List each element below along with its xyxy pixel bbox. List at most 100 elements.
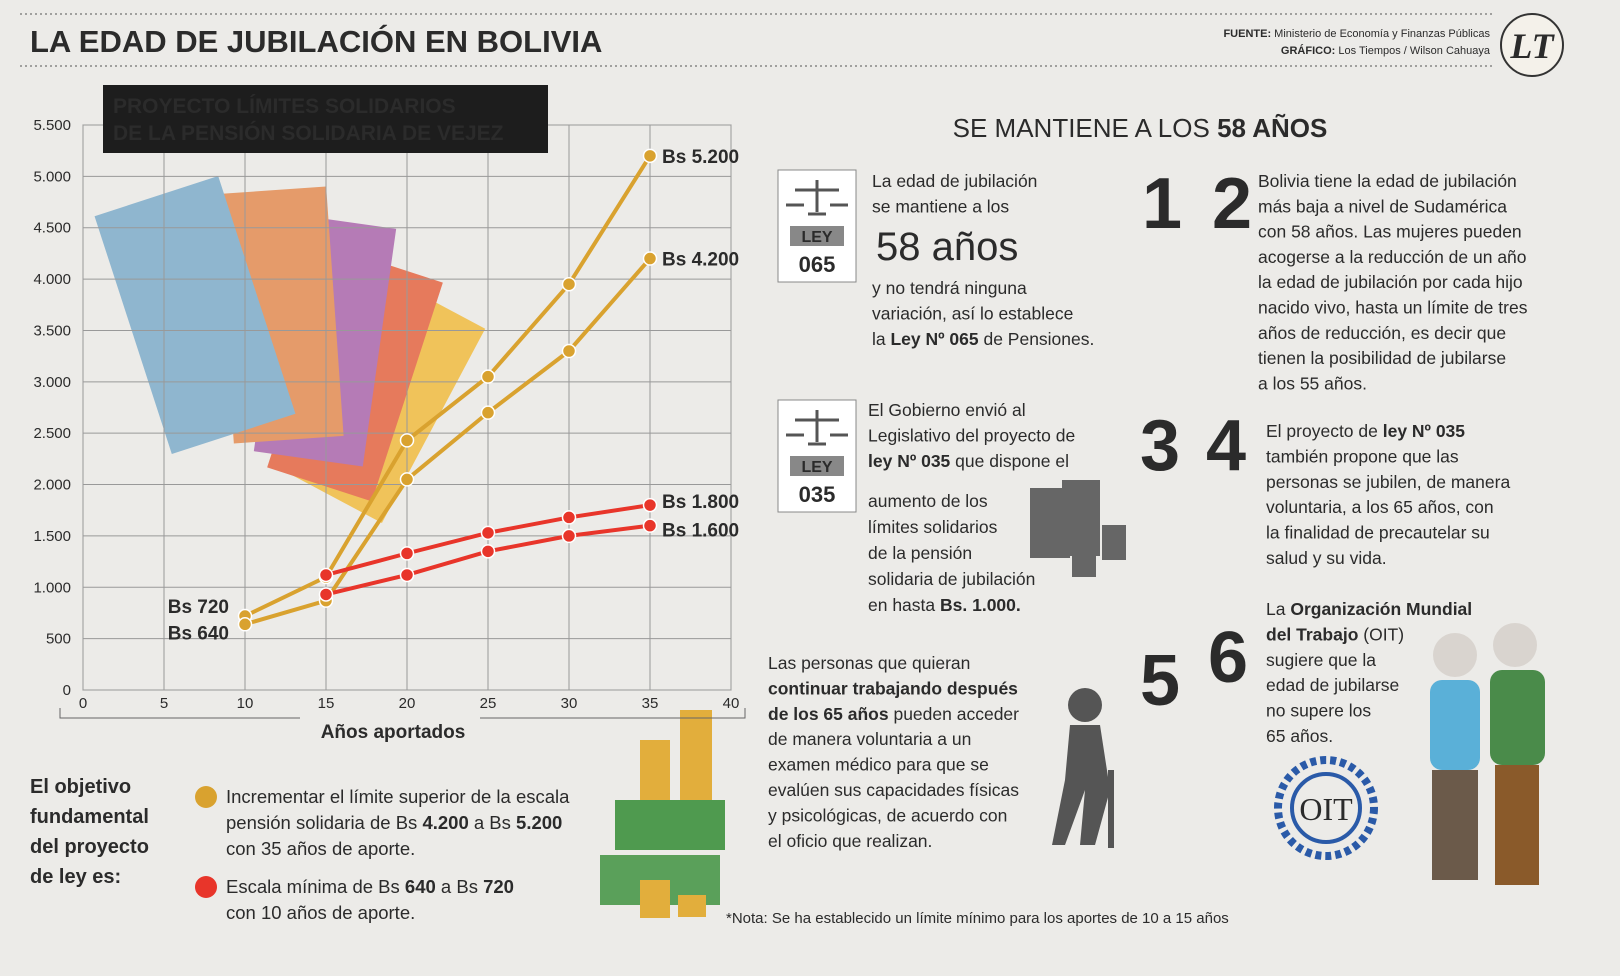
text-span: más baja a nivel de Sudamérica — [1258, 196, 1507, 216]
text-span: 65 años. — [1266, 726, 1333, 746]
text-line: de ley es: — [30, 866, 121, 888]
text-span: pensión solidaria de Bs — [226, 812, 422, 833]
page: { "header": { "title": "LA EDAD DE JUBIL… — [0, 0, 1620, 976]
y-tick-label: 5.500 — [33, 117, 71, 134]
text-span: El proyecto de — [1266, 421, 1383, 441]
y-tick-label: 2.500 — [33, 425, 71, 442]
text-span: de ley es: — [30, 866, 121, 888]
text-span: DE LA PENSIÓN SOLIDARIA DE VEJEZ — [113, 121, 504, 145]
text-span: solidaria de jubilación — [868, 569, 1035, 589]
text-line: límites solidarios — [868, 517, 998, 537]
value-label: Bs 4.200 — [662, 250, 739, 271]
torso — [1490, 670, 1545, 765]
text-line: sugiere que la — [1266, 650, 1376, 670]
text-line: la Ley Nº 065 de Pensiones. — [872, 329, 1094, 349]
x-tick-label: 10 — [237, 695, 254, 712]
text-line: del Trabajo (OIT) — [1266, 624, 1404, 644]
text-line: Legislativo del proyecto de — [868, 426, 1075, 446]
text-line: La Organización Mundial — [1266, 599, 1472, 619]
text-span: 5.200 — [516, 812, 562, 833]
data-point — [482, 406, 495, 419]
head — [1068, 688, 1102, 722]
text-span: 4.200 — [422, 812, 468, 833]
text-span: nacido vivo, hasta un límite de tres — [1258, 298, 1528, 318]
logo-text: LT — [1509, 26, 1555, 66]
text-span: y no tendrá ninguna — [872, 278, 1027, 298]
data-point — [644, 499, 657, 512]
text-span: del proyecto — [30, 836, 149, 858]
text-line: La edad de jubilación — [872, 171, 1037, 191]
text-span: se mantiene a los — [872, 197, 1009, 217]
value-label: Bs 720 — [168, 597, 229, 618]
text-line: Las personas que quieran — [768, 653, 970, 673]
text-span: 58 AÑOS — [1217, 113, 1327, 143]
text-span: El objetivo — [30, 776, 131, 798]
data-point — [644, 252, 657, 265]
text-span: en hasta — [868, 595, 940, 615]
text-span: de manera voluntaria a un — [768, 729, 971, 749]
text-line: variación, así lo establece — [872, 304, 1073, 324]
text-span: tienen la posibilidad de jubilarse — [1258, 348, 1506, 368]
text-line: GRÁFICO: Los Tiempos / Wilson Cahuaya — [1281, 44, 1491, 57]
text-span: Escala mínima de Bs — [226, 876, 405, 897]
x-tick-label: 15 — [318, 695, 335, 712]
text-line: salud y su vida. — [1266, 548, 1387, 568]
text-span: Bs. 1.000. — [940, 595, 1021, 615]
page-title: LA EDAD DE JUBILACIÓN EN BOLIVIA — [30, 23, 602, 59]
text-line: la edad de jubilación por cada hijo — [1258, 272, 1523, 292]
text-span: GRÁFICO: — [1281, 44, 1335, 57]
text-span: no supere los — [1266, 701, 1371, 721]
text-line: examen médico para que se — [768, 755, 989, 775]
text-span: el oficio que realizan. — [768, 831, 932, 851]
law-number: 065 — [799, 252, 836, 277]
x-tick-label: 30 — [561, 695, 578, 712]
legs — [1495, 765, 1539, 885]
step-number: 5 — [1140, 641, 1180, 721]
x-tick-label: 40 — [723, 695, 740, 712]
x-tick-label: 35 — [642, 695, 659, 712]
torso — [1430, 680, 1480, 770]
text-span: con 35 años de aporte. — [226, 838, 415, 859]
data-point — [239, 618, 252, 631]
text-span: con 58 años. Las mujeres pueden — [1258, 222, 1522, 242]
text-line: con 10 años de aporte. — [226, 902, 415, 923]
text-line: el oficio que realizan. — [768, 831, 932, 851]
y-tick-label: 0 — [63, 682, 71, 699]
text-span: personas se jubilen, de manera — [1266, 472, 1510, 492]
legend-swatch — [195, 786, 217, 808]
y-tick-label: 1.500 — [33, 528, 71, 545]
legend-swatch — [195, 876, 217, 898]
x-tick-label: 25 — [480, 695, 497, 712]
text-span: a Bs — [436, 876, 483, 897]
text-span: 640 — [405, 876, 436, 897]
y-tick-label: 500 — [46, 631, 71, 648]
data-point — [563, 278, 576, 291]
text-line: años de reducción, es decir que — [1258, 323, 1506, 343]
text-span: de la pensión — [868, 543, 972, 563]
step-number: 1 — [1142, 164, 1182, 244]
step-number: 6 — [1208, 618, 1248, 698]
oit-text: OIT — [1299, 791, 1353, 827]
highlight: 58 años — [876, 225, 1018, 269]
text-line: ley Nº 035 que dispone el — [868, 451, 1069, 471]
step-number: 4 — [1206, 406, 1246, 486]
text-line: 65 años. — [1266, 726, 1333, 746]
text-span: límites solidarios — [868, 517, 998, 537]
law-label: LEY — [801, 229, 832, 246]
y-tick-label: 3.500 — [33, 322, 71, 339]
text-line: del proyecto — [30, 836, 149, 858]
head — [1433, 633, 1477, 677]
stack — [1102, 525, 1126, 560]
text-line: El objetivo — [30, 776, 131, 798]
text-span: y psicológicas, de acuerdo con — [768, 805, 1007, 825]
text-span: evalúen sus capacidades físicas — [768, 780, 1019, 800]
text-line: El proyecto de ley Nº 035 — [1266, 421, 1465, 441]
text-line: acogerse a la reducción de un año — [1258, 247, 1527, 267]
text-span: variación, así lo establece — [872, 304, 1073, 324]
note: *Nota: Se ha establecido un límite mínim… — [726, 910, 1229, 927]
text-line: edad de jubilarse — [1266, 675, 1399, 695]
step-number: 2 — [1212, 164, 1252, 244]
text-span: La — [1266, 599, 1290, 619]
text-span: examen médico para que se — [768, 755, 989, 775]
x-axis-label: Años aportados — [321, 722, 466, 743]
